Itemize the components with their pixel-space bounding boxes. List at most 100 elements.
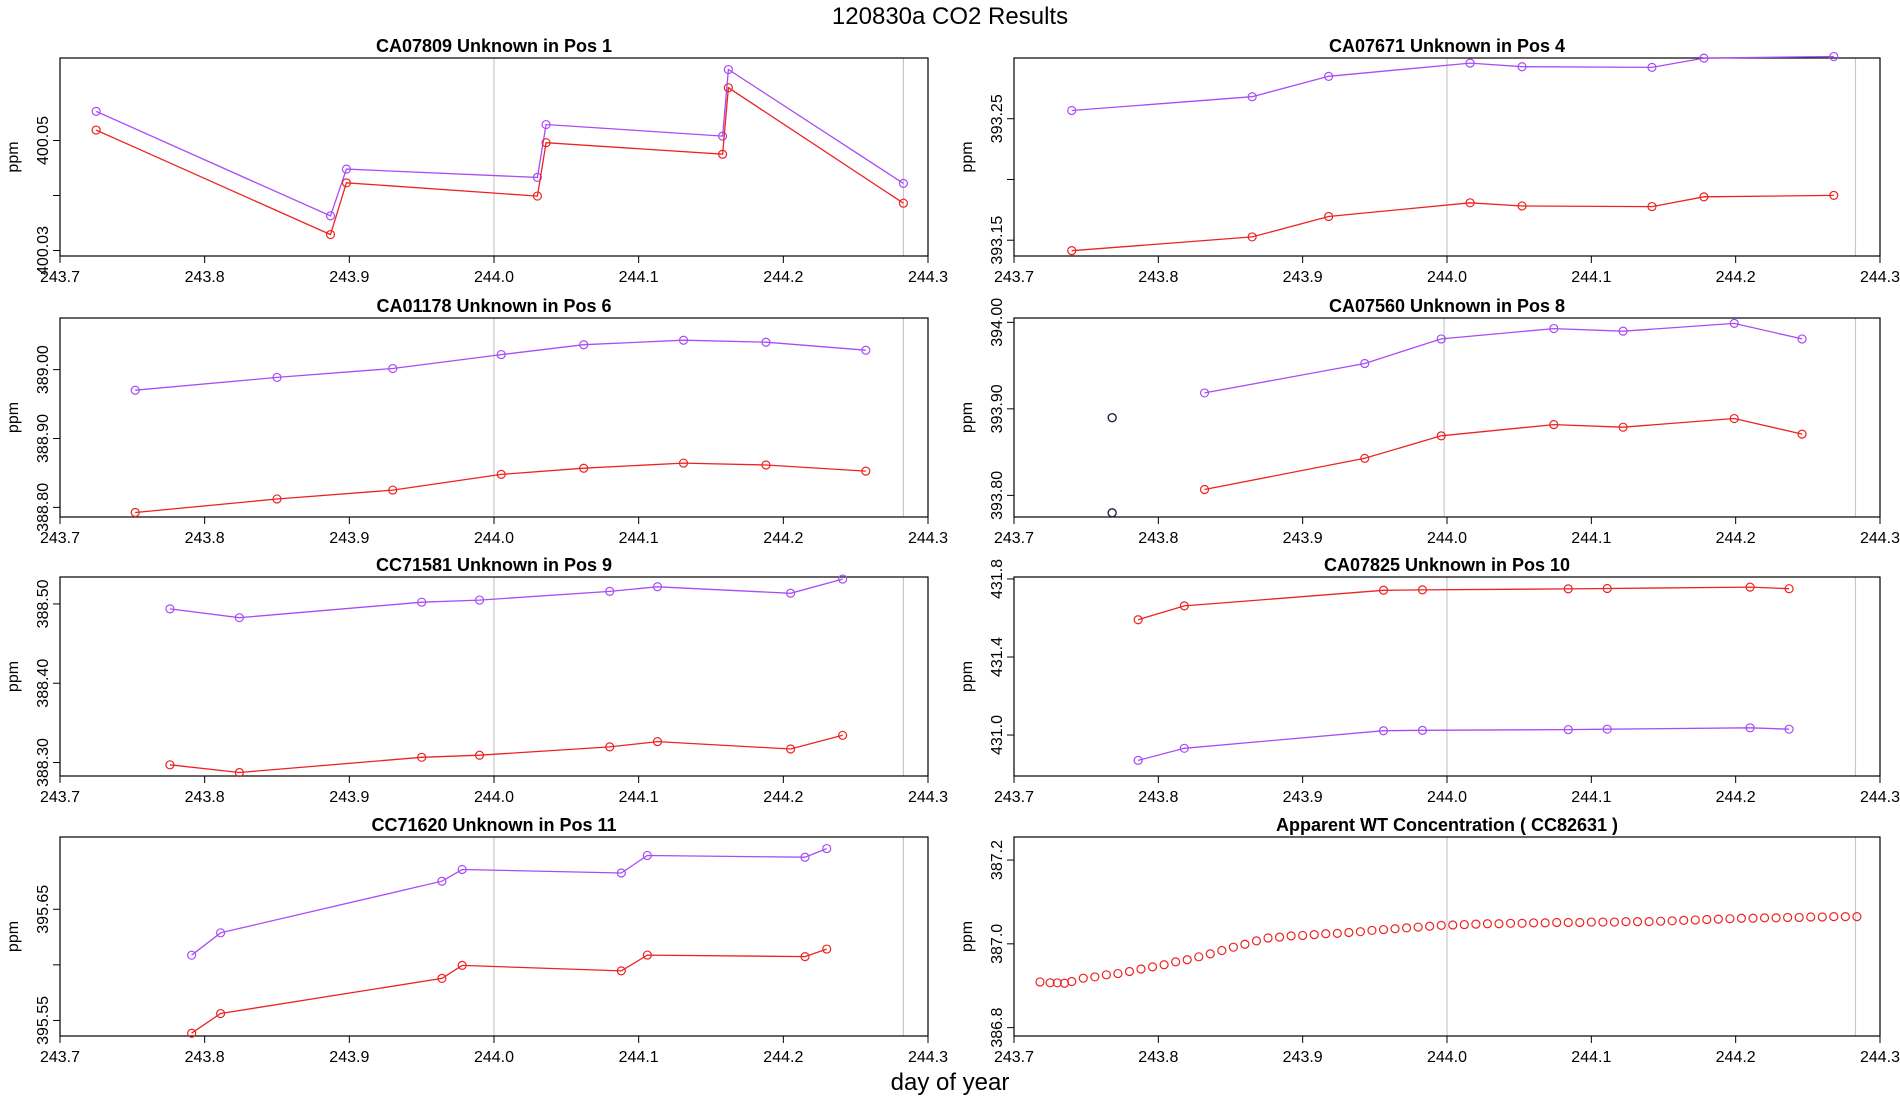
panel-6-series-purple-line xyxy=(1137,727,1790,762)
panel-4-series-red-line xyxy=(1204,417,1803,491)
panel-3-xtick-label-6: 244.3 xyxy=(908,530,948,547)
panel-2-series-purple-point xyxy=(1829,51,1839,62)
panel-3: CA01178 Unknown in Pos 6 243.7 243.8 243.9 2… xyxy=(5,296,948,547)
panel-3-series-red-line xyxy=(135,462,866,514)
panel-8-series-red-point xyxy=(1101,970,1111,980)
panel-1-series-purple-point xyxy=(898,178,909,188)
panel-4-xtick-label-6: 244.3 xyxy=(1860,530,1900,547)
panel-6-ylabel: ppm xyxy=(959,661,976,692)
panel-5-title: CC71581 Unknown in Pos 9 xyxy=(376,555,612,575)
panel-6-series-red-point xyxy=(1417,585,1428,595)
panel-5-xtick-label-1: 243.8 xyxy=(185,789,225,806)
panel-8-series-red-point xyxy=(1552,917,1562,928)
panel-6-ytick-label-0: 431.0 xyxy=(989,715,1006,755)
panel-8-series-red-point xyxy=(1298,930,1308,941)
panel-3-series-purple-point xyxy=(272,372,282,383)
panel-2-series-red-point xyxy=(1465,198,1475,208)
panel-8-series-red-point xyxy=(1052,978,1062,988)
panel-6-series-red-point xyxy=(1784,584,1794,594)
panel-5-series-red-point xyxy=(234,767,244,778)
panel-8-series-red-point xyxy=(1713,914,1723,924)
panel-2-series-red-point xyxy=(1699,192,1709,202)
panel-8-series-red-point xyxy=(1644,917,1654,927)
panel-7-series-red-point xyxy=(215,1008,226,1019)
panel-2-series-purple-point xyxy=(1465,58,1475,68)
panel-6-xtick-label-5: 244.2 xyxy=(1716,789,1756,806)
panel-6-series-red-point xyxy=(1745,582,1755,592)
panel-8-series-red-point xyxy=(1413,922,1423,932)
panel-8-series-red-point xyxy=(1332,928,1342,938)
panel-5-series-red-point xyxy=(838,730,848,740)
panel-7-xtick-label-2: 243.9 xyxy=(329,1049,369,1066)
panel-2-xtick-label-6: 244.3 xyxy=(1860,269,1900,286)
panel-8-series-red-point xyxy=(1690,915,1700,925)
panel-3-series-purple-point xyxy=(496,349,506,360)
panel-2-ytick-label-2: 393.25 xyxy=(989,94,1006,143)
panel-3-ytick-label-0: 388.80 xyxy=(35,483,52,532)
panel-4-ytick-label-1: 393.90 xyxy=(989,384,1006,433)
panel-5-series-red-point xyxy=(785,744,796,754)
panel-5-series-red-point xyxy=(474,750,485,760)
panel-5: CC71581 Unknown in Pos 9 243.7 243.8 243.9 2… xyxy=(5,555,948,806)
panel-8-series-red-point xyxy=(1632,917,1643,927)
panel-8-series-red-point xyxy=(1482,919,1493,929)
panel-3-series-red-point xyxy=(678,458,689,468)
panel-8-series-red-point xyxy=(1159,960,1169,970)
panel-3-series-red-point xyxy=(272,494,282,504)
panel-4-series-purple-point xyxy=(1549,323,1559,334)
panel-8-ytick-label-1: 387.0 xyxy=(989,924,1006,964)
panel-7-series-red-point xyxy=(800,952,810,962)
panel-1-series-red-point xyxy=(541,138,551,148)
panel-1-series-purple-point xyxy=(341,164,352,174)
panel-8-ytick-label-2: 387.2 xyxy=(989,840,1006,880)
panel-4-frame xyxy=(1013,317,1881,518)
panel-1-xtick-label-1: 243.8 xyxy=(185,269,225,286)
panel-7-series-purple-point xyxy=(437,876,447,886)
panel-3-series-purple-point xyxy=(678,335,689,345)
panel-1-xtick-label-5: 244.2 xyxy=(763,269,803,286)
panel-3-series-purple-point xyxy=(761,337,771,347)
panel-4-series-purple-point xyxy=(1199,388,1210,398)
panel-8-series-red-point xyxy=(1251,936,1262,946)
panel-8-series-red-point xyxy=(1656,916,1666,926)
panel-3-xtick-label-3: 244.0 xyxy=(474,530,514,547)
panel-3-xtick-label-2: 243.9 xyxy=(329,530,369,547)
panel-8-series-red-point xyxy=(1575,917,1585,928)
panel-7-xtick-label-1: 243.8 xyxy=(185,1049,225,1066)
panel-8-xtick-label-0: 243.7 xyxy=(994,1049,1034,1066)
panel-8-series-red-point xyxy=(1390,924,1400,934)
panel-1-ytick-label-2: 400.05 xyxy=(35,116,52,165)
panel-3-ylabel: ppm xyxy=(5,402,22,433)
panel-5-xtick-label-0: 243.7 xyxy=(40,789,80,806)
panel-6-series-purple-point xyxy=(1133,755,1143,765)
panel-5-series-purple-line xyxy=(169,578,843,619)
panel-4-series-purple-point xyxy=(1436,334,1446,344)
panel-8-xtick-label-1: 243.8 xyxy=(1138,1049,1178,1066)
panel-8-series-red-point xyxy=(1736,913,1747,923)
panel-7-ytick-label-2: 395.65 xyxy=(35,885,52,934)
panel-4-ytick-label-0: 393.80 xyxy=(989,471,1006,520)
panel-1-series-red-point xyxy=(341,178,352,188)
panel-6-series-purple-point xyxy=(1602,724,1612,734)
panel-2-xtick-label-1: 243.8 xyxy=(1138,269,1178,286)
panel-1-series-purple-point xyxy=(325,211,336,221)
panel-8-series-red-point xyxy=(1217,945,1227,956)
panel-7-title: CC71620 Unknown in Pos 11 xyxy=(371,815,616,835)
panel-8-series-red-point xyxy=(1563,917,1573,928)
panel-5-series-purple-point xyxy=(234,613,244,623)
panel-6-xtick-label-1: 243.8 xyxy=(1138,789,1178,806)
panel-8-ylabel: ppm xyxy=(959,921,976,952)
panel-4-series-red-point xyxy=(1436,431,1446,441)
panel-6-series-red-point xyxy=(1179,601,1189,611)
panel-6-series-red-point xyxy=(1602,583,1612,594)
panel-8-series-red-point xyxy=(1321,929,1331,939)
panel-7-series-purple-point xyxy=(616,868,626,878)
panel-5-ytick-label-1: 388.40 xyxy=(35,659,52,708)
panel-6-series-red-point xyxy=(1378,585,1389,595)
panel-2-ylabel: ppm xyxy=(959,141,976,172)
figure-title: 120830a CO2 Results xyxy=(832,3,1068,30)
panel-8-series-red-point xyxy=(1540,918,1550,928)
panel-6-ytick-label-1: 431.4 xyxy=(989,637,1006,677)
panel-8-series-red-point xyxy=(1401,923,1412,933)
